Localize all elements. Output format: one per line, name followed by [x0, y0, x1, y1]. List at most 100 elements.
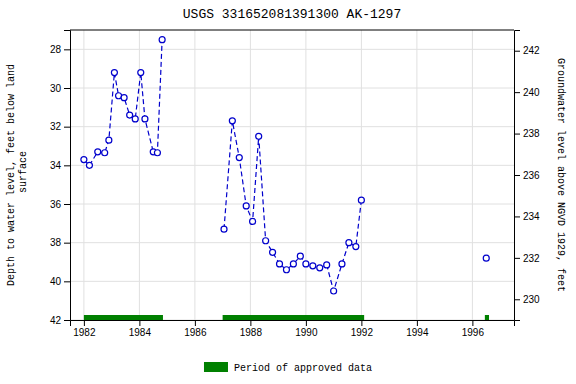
- data-point: [483, 255, 489, 261]
- chart-svg: 1982198419861988199019921994199628303234…: [0, 0, 576, 384]
- y2-axis-tick-mark: [514, 134, 520, 135]
- data-point: [159, 37, 165, 43]
- approved-bar: [485, 315, 489, 320]
- x-axis-tick-label: 1982: [73, 327, 96, 338]
- x-axis-tick-mark: [417, 320, 418, 326]
- y2-axis-tick: 238: [514, 128, 540, 139]
- y2-axis: 242 240 238 236 234 232 230: [514, 31, 540, 321]
- y-axis-tick: 36: [50, 199, 70, 210]
- x-axis-tick-mark: [139, 320, 140, 326]
- y2-axis-tick-label: 240: [523, 87, 540, 98]
- x-axis-tick: 1984: [129, 320, 152, 338]
- y-axis-tick: 32: [50, 121, 70, 132]
- y2-axis-line: [515, 31, 521, 321]
- frame-top: [70, 30, 514, 31]
- y-axis-tick-mark: [64, 165, 70, 166]
- y2-axis-tick-mark: [514, 299, 520, 300]
- data-point: [346, 240, 352, 246]
- data-point: [127, 112, 133, 118]
- data-point: [81, 157, 87, 163]
- approved-bar: [223, 315, 365, 320]
- y2-axis-tick-mark: [514, 92, 520, 93]
- data-point: [86, 162, 92, 168]
- data-point: [154, 150, 160, 156]
- data-point: [138, 70, 144, 76]
- data-point: [111, 70, 117, 76]
- y-axis-tick-mark: [64, 281, 70, 282]
- y-axis-tick: 40: [50, 276, 70, 287]
- grid: [70, 30, 514, 320]
- y2-axis-tick: 232: [514, 253, 540, 264]
- x-axis-line: [71, 321, 515, 327]
- y2-axis-tick: 234: [514, 211, 540, 222]
- x-axis-tick: 1994: [406, 320, 429, 338]
- y-axis-tick-mark: [64, 88, 70, 89]
- x-axis-tick-mark: [306, 320, 307, 326]
- y2-axis-label: Groundwater level above NGVD 1929, feet: [555, 58, 566, 292]
- y-axis-tick-label: 40: [50, 276, 62, 287]
- y-axis-tick-mark: [64, 204, 70, 205]
- y-axis: 28 30 32 34 36 38 40 42: [50, 31, 71, 326]
- x-axis-tick-mark: [84, 320, 85, 326]
- y2-axis-tick: 240: [514, 87, 540, 98]
- y-axis-tick: 38: [50, 237, 70, 248]
- x-axis-tick: 1982: [73, 320, 96, 338]
- data-point: [270, 249, 276, 255]
- data-point: [221, 226, 227, 232]
- data-point: [95, 149, 101, 155]
- y-axis-tick: 34: [50, 160, 70, 171]
- y2-axis-tick-mark: [514, 51, 520, 52]
- data-point: [310, 263, 316, 269]
- y-axis-tick: 42: [50, 315, 70, 326]
- x-axis-tick-label: 1984: [129, 327, 152, 338]
- y2-axis-tick-label: 230: [523, 294, 540, 305]
- y-axis-tick: 30: [50, 83, 70, 94]
- x-axis-tick: 1992: [351, 320, 374, 338]
- y-axis-tick-mark: [64, 243, 70, 244]
- x-axis-tick-label: 1988: [240, 327, 263, 338]
- y2-axis-tick-mark: [514, 258, 520, 259]
- y-axis-tick-mark: [64, 320, 70, 321]
- y2-axis-tick-label: 242: [523, 45, 540, 56]
- y2-axis-tick-mark: [514, 216, 520, 217]
- x-axis-tick: 1996: [462, 320, 485, 338]
- x-axis-tick-mark: [250, 320, 251, 326]
- data-point: [353, 244, 359, 250]
- grid-line-x: [305, 30, 306, 320]
- grid-line-y: [70, 88, 514, 89]
- y-axis-tick-mark: [64, 127, 70, 128]
- y2-axis-tick-label: 236: [523, 170, 540, 181]
- y-axis-line: [64, 31, 71, 321]
- legend-swatch: [204, 362, 228, 372]
- y-axis-tick-label: 42: [50, 315, 62, 326]
- grid-line-y: [70, 204, 514, 205]
- y2-axis-tick-label: 234: [523, 211, 540, 222]
- x-axis-tick-label: 1992: [351, 327, 374, 338]
- legend: Period of approved data: [204, 362, 372, 374]
- y-axis-tick-mark: [64, 49, 70, 50]
- x-axis-tick-mark: [472, 320, 473, 326]
- grid-line-y: [70, 165, 514, 166]
- y2-axis-tick: 236: [514, 170, 540, 181]
- y-axis-tick: 28: [50, 44, 70, 55]
- data-point: [243, 203, 249, 209]
- grid-line-x: [472, 30, 473, 320]
- y-axis-tick-label: 30: [50, 83, 62, 94]
- y2-axis-tick-mark: [514, 175, 520, 176]
- grid-line-y: [70, 126, 514, 127]
- data-point: [317, 265, 323, 271]
- y2-axis-tick: 230: [514, 294, 540, 305]
- y-axis-label: Depth to water level, feet below land su…: [6, 64, 29, 286]
- data-point: [290, 261, 296, 267]
- data-point: [102, 150, 108, 156]
- y-axis-tick-label: 36: [50, 199, 62, 210]
- x-axis-tick: 1986: [184, 320, 207, 338]
- data-point: [121, 95, 127, 101]
- data-point: [236, 155, 242, 161]
- approved-bar: [84, 315, 163, 320]
- y-axis-tick-label: 38: [50, 237, 62, 248]
- grid-line-y: [70, 281, 514, 282]
- data-point: [132, 116, 138, 122]
- y2-axis-tick-label: 238: [523, 128, 540, 139]
- grid-line-x: [83, 30, 84, 320]
